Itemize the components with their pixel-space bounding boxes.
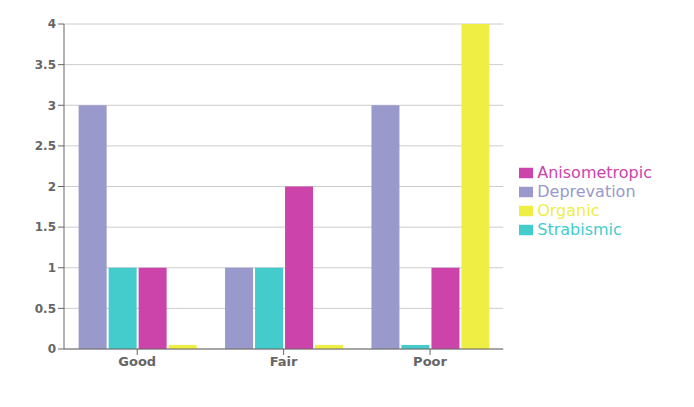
svg-text:1: 1 bbox=[48, 261, 56, 275]
svg-text:Poor: Poor bbox=[413, 354, 447, 369]
html-text:Deprevation: Deprevation bbox=[537, 181, 636, 201]
html-text:Strabismic: Strabismic bbox=[537, 219, 622, 239]
html-text:Organic: Organic bbox=[537, 200, 600, 220]
svg-text:1.5: 1.5 bbox=[35, 220, 56, 234]
svg-text:Good: Good bbox=[118, 354, 156, 369]
svg-text:2: 2 bbox=[48, 180, 56, 194]
html-text:Anisometropic: Anisometropic bbox=[537, 162, 652, 182]
svg-text:2.5: 2.5 bbox=[35, 139, 56, 153]
svg-text:0.5: 0.5 bbox=[35, 302, 56, 316]
svg-text:3: 3 bbox=[48, 99, 56, 113]
svg-text:3.5: 3.5 bbox=[35, 58, 56, 72]
svg-text:Fair: Fair bbox=[270, 354, 298, 369]
svg-text:0: 0 bbox=[48, 342, 56, 356]
svg-text:4: 4 bbox=[48, 17, 56, 31]
